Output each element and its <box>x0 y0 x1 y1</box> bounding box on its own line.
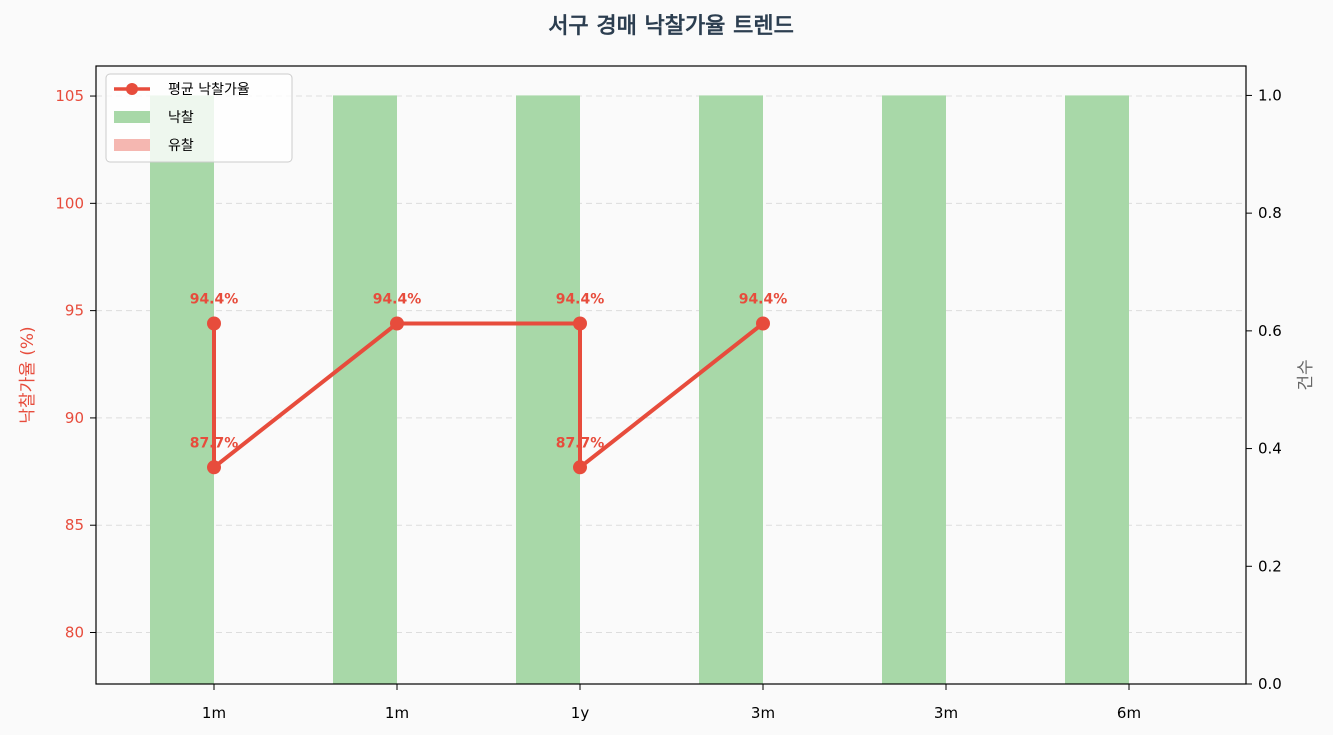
bar-won <box>1065 95 1129 684</box>
x-tick-label: 3m <box>751 704 775 722</box>
x-tick-label: 6m <box>1117 704 1141 722</box>
left-y-tick-label: 95 <box>65 302 84 320</box>
left-y-axis-ticks: 80 85 90 95 100 105 <box>55 87 96 642</box>
left-y-tick-label: 85 <box>65 516 84 534</box>
legend-swatch-failed <box>114 139 150 151</box>
legend-label-won: 낙찰 <box>168 110 194 126</box>
bar-won <box>516 95 580 684</box>
bar-won <box>882 95 946 684</box>
left-y-tick-label: 105 <box>55 87 84 105</box>
average-rate-point <box>207 460 221 475</box>
data-label: 94.4% <box>190 292 239 308</box>
x-tick-label: 1m <box>385 704 409 722</box>
data-label: 87.7% <box>190 435 239 451</box>
right-y-tick-label: 0.0 <box>1258 675 1282 693</box>
bar-won <box>333 95 397 684</box>
data-label: 87.7% <box>556 435 605 451</box>
left-y-tick-label: 100 <box>55 194 84 212</box>
bar-series <box>150 95 1129 684</box>
right-y-tick-label: 0.4 <box>1258 440 1282 458</box>
right-y-tick-label: 0.2 <box>1258 557 1282 575</box>
bar-won <box>150 95 214 684</box>
legend-line-marker <box>126 83 138 95</box>
legend-box <box>105 73 293 163</box>
average-rate-point <box>756 316 770 331</box>
chart-title: 서구 경매 낙찰가율 트렌드 <box>548 14 794 39</box>
x-tick-label: 3m <box>934 704 958 722</box>
plot-frame <box>95 65 1247 685</box>
right-y-axis-ticks: 0.0 0.2 0.4 0.6 0.8 1.0 <box>1246 86 1282 693</box>
right-y-tick-label: 0.6 <box>1258 322 1282 340</box>
right-y-axis-label: 건수 <box>1296 359 1316 390</box>
average-rate-point <box>573 460 587 475</box>
left-y-tick-label: 90 <box>65 409 84 427</box>
average-rate-point <box>573 316 587 331</box>
average-rate-line <box>212 321 765 470</box>
left-y-axis-label: 낙찰가율 (%) <box>18 326 38 423</box>
average-rate-point <box>207 316 221 331</box>
right-y-tick-label: 1.0 <box>1258 86 1282 104</box>
right-y-tick-label: 0.8 <box>1258 204 1282 222</box>
x-tick-label: 1m <box>202 704 226 722</box>
data-label: 94.4% <box>556 292 605 308</box>
left-y-tick-label: 80 <box>65 624 84 642</box>
line-series <box>207 316 770 475</box>
bar-won <box>699 95 763 684</box>
legend-swatch-won <box>114 111 150 123</box>
data-label: 94.4% <box>373 292 422 308</box>
data-label: 94.4% <box>739 292 788 308</box>
average-rate-point <box>390 316 404 331</box>
x-axis-ticks: 1m 1m 1y 3m 3m 6m <box>202 684 1141 722</box>
legend-label-average-rate: 평균 낙찰가율 <box>168 82 250 98</box>
legend: 평균 낙찰가율 낙찰 유찰 <box>105 73 293 163</box>
data-labels: 94.4% 87.7% 94.4% 94.4% 87.7% 94.4% <box>190 292 788 452</box>
legend-label-failed: 유찰 <box>168 138 194 154</box>
x-tick-label: 1y <box>571 704 590 722</box>
